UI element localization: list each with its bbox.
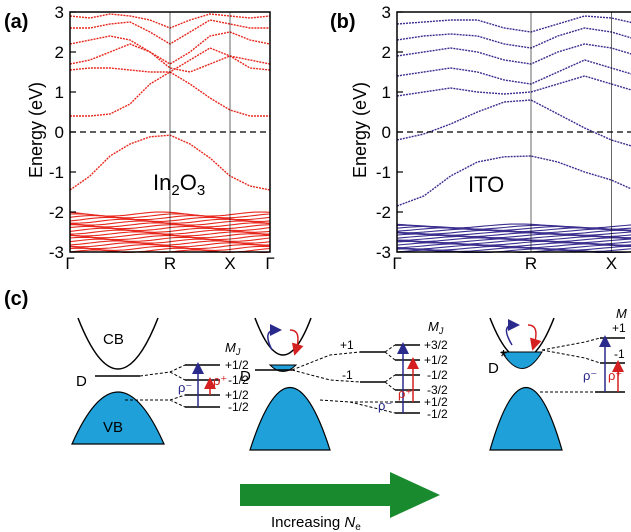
band-line bbox=[70, 31, 270, 65]
band-line bbox=[397, 155, 631, 207]
y-tick-label: -1 bbox=[376, 163, 391, 182]
y-tick-label: 0 bbox=[382, 123, 391, 142]
y-axis-label-b: Energy (eV) bbox=[350, 82, 370, 178]
star-mark: * bbox=[500, 347, 507, 367]
mj-label: MJ bbox=[225, 340, 241, 357]
cb-parabola bbox=[77, 317, 159, 370]
material-label-ito: ITO bbox=[468, 172, 504, 197]
x-tick-label: Γ bbox=[265, 254, 274, 273]
level-label: -3/2 bbox=[427, 383, 448, 397]
rho-plus-label: ρ⁺ bbox=[608, 368, 622, 383]
x-tick-label: Γ bbox=[65, 254, 74, 273]
level-label: +1/2 bbox=[225, 388, 249, 402]
level-label: +3/2 bbox=[424, 338, 448, 352]
x-tick-label: R bbox=[525, 254, 537, 273]
level-label: -1 bbox=[614, 347, 625, 361]
level-label: +1 bbox=[340, 338, 354, 352]
y-axis-label-a: Energy (eV) bbox=[26, 82, 46, 178]
cb-parabola bbox=[254, 317, 312, 356]
y-tick-label: 3 bbox=[55, 3, 64, 22]
rho-minus-label: ρ⁻ bbox=[378, 398, 392, 413]
vb-label: VB bbox=[103, 419, 123, 436]
panel-label-b: (b) bbox=[330, 11, 356, 33]
y-tick-label: -2 bbox=[376, 203, 391, 222]
rho-plus-label: ρ⁺ bbox=[213, 373, 227, 388]
level-label: -1/2 bbox=[228, 400, 249, 414]
material-label-in2o3: In2O3 bbox=[153, 170, 205, 199]
x-tick-label: X bbox=[606, 254, 617, 273]
panel-label-c: (c) bbox=[4, 288, 28, 310]
y-tick-label: 0 bbox=[55, 123, 64, 142]
y-tick-label: 3 bbox=[382, 3, 391, 22]
scatter-arrow-red bbox=[289, 329, 304, 356]
panel-label-a: (a) bbox=[4, 11, 28, 33]
x-tick-label: X bbox=[224, 254, 235, 273]
x-tick-label: Γ bbox=[392, 254, 401, 273]
rho-minus-label: ρ⁻ bbox=[178, 380, 192, 395]
y-tick-label: -3 bbox=[376, 243, 391, 262]
y-tick-label: -2 bbox=[49, 203, 64, 222]
mj-label: MJ bbox=[428, 319, 444, 336]
plot-area bbox=[397, 15, 631, 253]
cb-filled-electrons bbox=[501, 351, 543, 369]
y-tick-label: 1 bbox=[55, 83, 64, 102]
level-label: -1 bbox=[342, 368, 353, 382]
increasing-ne-arrow bbox=[240, 472, 440, 518]
rho-plus-label: ρ⁺ bbox=[398, 386, 412, 401]
rho-minus-label: ρ⁻ bbox=[583, 368, 597, 383]
donor-label: D bbox=[76, 373, 87, 390]
level-label: +1/2 bbox=[424, 395, 448, 409]
level-label: -1/2 bbox=[427, 407, 448, 421]
level-label: -1/2 bbox=[228, 373, 249, 387]
scatter-arrow-blue bbox=[505, 319, 520, 346]
band-line bbox=[397, 75, 631, 97]
y-tick-label: -3 bbox=[49, 243, 64, 262]
mj-label: M bbox=[616, 306, 627, 321]
donor-label: D bbox=[240, 368, 251, 385]
vb-band bbox=[71, 391, 165, 445]
level-label: +1/2 bbox=[225, 358, 249, 372]
band-line bbox=[397, 99, 631, 147]
increasing-ne-label: Increasing Ne bbox=[271, 514, 361, 532]
diagram-left: CB D VB +1/2 -1/2 +1/2 -1/2 MJ ρ⁻ ρ⁺ bbox=[71, 317, 249, 445]
y-tick-label: -1 bbox=[49, 163, 64, 182]
y-tick-label: 2 bbox=[55, 43, 64, 62]
vb-band bbox=[249, 387, 331, 451]
diagram-right: D * +1 -1 M ρ⁻ ρ⁺ bbox=[488, 306, 627, 451]
level-label: -1/2 bbox=[427, 368, 448, 382]
y-tick-label: 2 bbox=[382, 43, 391, 62]
level-label: +1 bbox=[612, 321, 626, 335]
vb-band bbox=[489, 387, 563, 451]
cb-label: CB bbox=[103, 331, 124, 348]
band-line bbox=[397, 59, 631, 85]
band-line bbox=[70, 43, 270, 73]
x-tick-label: R bbox=[164, 254, 176, 273]
y-tick-label: 1 bbox=[382, 83, 391, 102]
diagram-middle: D +1 -1 +3/2 +1/2 -1/2 -3/2 +1/2 -1/2 MJ… bbox=[240, 317, 448, 451]
scatter-arrow-red bbox=[527, 324, 542, 351]
level-label: +1/2 bbox=[424, 353, 448, 367]
scatter-arrow-blue bbox=[267, 324, 282, 351]
donor-label: D bbox=[488, 360, 499, 377]
band-line bbox=[397, 43, 631, 65]
